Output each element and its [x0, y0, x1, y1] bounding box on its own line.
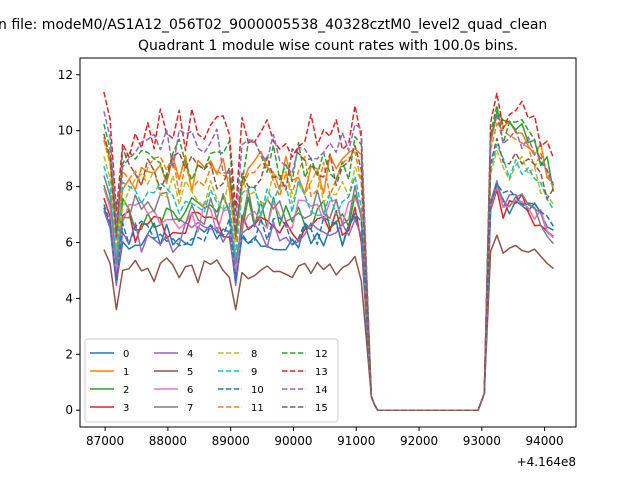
legend-label-0: 0 — [123, 349, 129, 360]
legend-label-7: 7 — [187, 403, 193, 414]
x-tick-label: 92000 — [400, 434, 438, 448]
x-tick-label: 89000 — [212, 434, 250, 448]
legend-label-2: 2 — [123, 385, 129, 396]
series-line-11 — [103, 122, 555, 411]
legend-label-4: 4 — [187, 349, 193, 360]
series-line-14 — [103, 111, 555, 411]
legend-label-14: 14 — [315, 385, 328, 396]
y-tick-label: 2 — [65, 347, 73, 361]
legend-label-12: 12 — [315, 349, 328, 360]
y-tick-label: 8 — [65, 180, 73, 194]
legend-frame — [84, 338, 339, 423]
x-tick-label: 88000 — [149, 434, 187, 448]
series-group — [103, 91, 555, 411]
y-tick-label: 6 — [65, 236, 73, 250]
series-line-12 — [103, 104, 555, 411]
y-axis: 0 2 4 6 8 10 12 — [58, 68, 80, 417]
legend-label-1: 1 — [123, 367, 129, 378]
legend-label-6: 6 — [187, 385, 193, 396]
x-tick-label: 91000 — [337, 434, 375, 448]
series-line-10 — [103, 183, 555, 411]
series-line-15 — [103, 133, 555, 411]
x-tick-label: 93000 — [463, 434, 501, 448]
x-tick-label: 87000 — [86, 434, 124, 448]
y-tick-label: 10 — [58, 124, 73, 138]
legend-label-3: 3 — [123, 403, 129, 414]
chart-title: Quadrant 1 module wise count rates with … — [138, 38, 518, 54]
y-tick-label: 12 — [58, 68, 73, 82]
y-tick-label: 0 — [65, 403, 73, 417]
legend-label-9: 9 — [251, 367, 257, 378]
x-axis: 87000 88000 89000 90000 91000 92000 93000 94000 — [86, 427, 564, 448]
legend-label-15: 15 — [315, 403, 328, 414]
x-tick-label: 94000 — [526, 434, 564, 448]
legend-label-11: 11 — [251, 403, 264, 414]
y-tick-label: 4 — [65, 291, 73, 305]
legend-label-5: 5 — [187, 367, 193, 378]
x-tick-label: 90000 — [274, 434, 312, 448]
legend-label-10: 10 — [251, 385, 264, 396]
legend-label-13: 13 — [315, 367, 328, 378]
figure-suptitle: n file: modeM0/AS1A12_056T02_9000005538_… — [0, 17, 547, 33]
x-offset-label: +4.164e8 — [517, 455, 576, 469]
legend-label-8: 8 — [251, 349, 257, 360]
